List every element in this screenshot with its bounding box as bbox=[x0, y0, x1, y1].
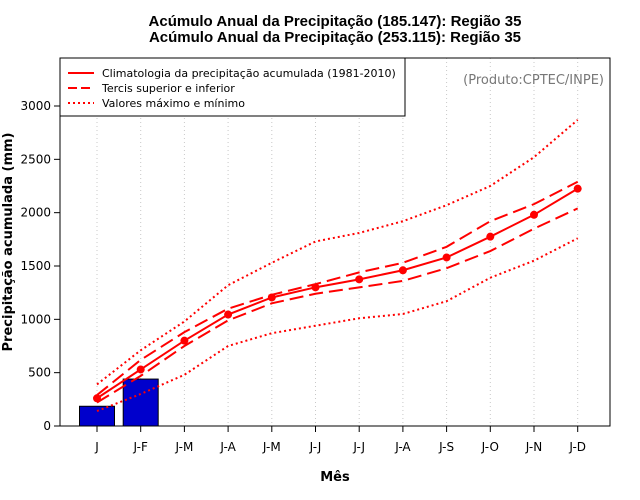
credit-text: (Produto:CPTEC/INPE) bbox=[463, 73, 604, 88]
y-tick-label: 500 bbox=[28, 366, 51, 380]
data-point bbox=[398, 266, 407, 275]
series-line bbox=[96, 187, 579, 400]
y-tick-label: 1500 bbox=[20, 259, 51, 273]
x-axis: J J-F J-M J-A J-M J-J J-J J-A J-S J-O J-N J-D bbox=[94, 426, 586, 454]
x-tick-label: J bbox=[94, 440, 99, 454]
bars bbox=[79, 378, 159, 427]
bar bbox=[122, 378, 159, 427]
legend-label: Valores máximo e mínimo bbox=[102, 97, 245, 110]
data-point bbox=[573, 184, 582, 193]
x-tick-label: J-J bbox=[352, 440, 365, 454]
series-lines bbox=[96, 119, 579, 412]
bar bbox=[79, 405, 115, 427]
legend: Climatologia da precipitação acumulada (… bbox=[59, 57, 406, 117]
data-point bbox=[311, 283, 320, 292]
x-tick-label: J-M bbox=[175, 440, 194, 454]
y-tick-label: 2500 bbox=[20, 152, 51, 166]
legend-label: Tercis superior e inferior bbox=[101, 82, 235, 95]
data-point bbox=[267, 293, 276, 302]
data-point bbox=[180, 336, 189, 345]
y-axis: 0 500 1000 1500 2000 2500 3000 bbox=[20, 99, 61, 433]
y-tick-label: 2000 bbox=[20, 206, 51, 220]
x-tick-label: J-F bbox=[133, 440, 148, 454]
legend-box bbox=[59, 57, 406, 117]
grid bbox=[96, 58, 579, 426]
y-tick-label: 0 bbox=[43, 419, 51, 433]
y-tick-label: 1000 bbox=[20, 312, 51, 326]
y-axis-label: Precipitação acumulada (mm) bbox=[1, 133, 16, 352]
series-line bbox=[96, 207, 579, 404]
chart-title-line-1: Acúmulo Anual da Precipitação (185.147):… bbox=[149, 13, 522, 30]
data-point bbox=[355, 275, 364, 284]
y-tick-label: 3000 bbox=[20, 99, 51, 113]
x-tick-label: J-M bbox=[262, 440, 281, 454]
data-point bbox=[224, 310, 233, 319]
x-tick-label: J-N bbox=[525, 440, 542, 454]
series-line bbox=[96, 119, 579, 386]
x-tick-label: J-A bbox=[394, 440, 411, 454]
series-line bbox=[96, 180, 579, 396]
legend-label: Climatologia da precipitação acumulada (… bbox=[102, 67, 396, 80]
x-tick-label: J-D bbox=[568, 440, 586, 454]
x-axis-label: Mês bbox=[320, 470, 350, 485]
data-point bbox=[93, 394, 101, 403]
x-tick-label: J-J bbox=[309, 440, 322, 454]
data-point bbox=[530, 210, 538, 219]
data-point bbox=[442, 253, 451, 262]
x-tick-label: J-S bbox=[438, 440, 454, 454]
x-tick-label: J-O bbox=[481, 440, 499, 454]
series-line bbox=[96, 237, 579, 412]
x-tick-label: J-A bbox=[219, 440, 236, 454]
series-points bbox=[93, 184, 582, 403]
data-point bbox=[136, 365, 145, 374]
chart-title-line-2: Acúmulo Anual da Precipitação (253.115):… bbox=[149, 29, 521, 46]
data-point bbox=[486, 232, 495, 241]
